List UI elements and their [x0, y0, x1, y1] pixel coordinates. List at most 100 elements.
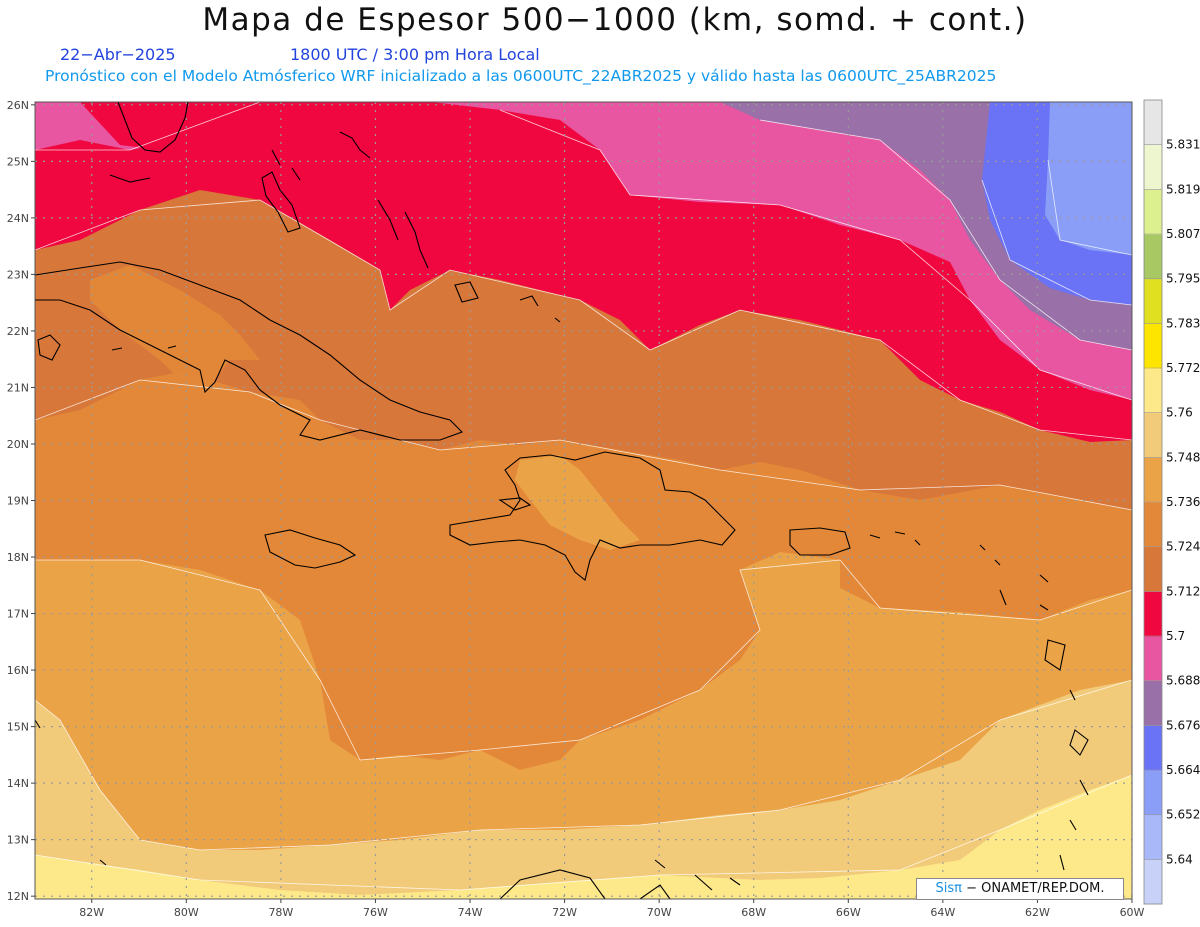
fill-orange-cuba	[90, 265, 260, 400]
graticule	[35, 102, 1132, 899]
colorbar-level-label: 5.712	[1166, 584, 1200, 598]
lon-label: 78W	[268, 906, 293, 919]
bahamas-abaco	[271, 149, 301, 181]
colorbar-swatch	[1144, 814, 1162, 860]
hispaniola-coast	[449, 451, 736, 581]
colorbar-swatch	[1144, 189, 1162, 235]
credit-box: Sisπ − ONAMET/REP.DOM.	[916, 878, 1124, 900]
colorbar-swatch	[1144, 680, 1162, 726]
lon-label: 68W	[741, 906, 766, 919]
colorbar-level-label: 5.807	[1166, 227, 1200, 241]
lon-label: 76W	[363, 906, 388, 919]
lon-label: 66W	[836, 906, 861, 919]
forecast-description: Pronóstico con el Modelo Atmósferico WRF…	[45, 67, 997, 85]
colorbar-swatch	[1144, 502, 1162, 548]
fill-red-top	[80, 102, 520, 150]
lon-label: 72W	[552, 906, 577, 919]
colorbar-level-label: 5.736	[1166, 495, 1200, 509]
virgin-islands	[869, 531, 921, 546]
colorbar-swatch	[1144, 368, 1162, 414]
colorbar-level-label: 5.783	[1166, 316, 1200, 330]
fill-light-orange-hispaniola	[515, 455, 640, 550]
lat-label: 13N	[7, 834, 29, 847]
credit-brand: Sisπ	[935, 881, 962, 896]
colorbar-level-label: 5.652	[1166, 808, 1200, 822]
colorbar-swatch	[1144, 234, 1162, 280]
colorbar-swatch	[1144, 859, 1162, 905]
lon-label: 80W	[174, 906, 199, 919]
colorbar-swatch	[1144, 412, 1162, 458]
colorbar-swatch	[1144, 725, 1162, 771]
lon-label: 64W	[930, 906, 955, 919]
colorbar-swatch	[1144, 323, 1162, 369]
lon-label: 70W	[647, 906, 672, 919]
lat-label: 12N	[7, 890, 29, 903]
colorbar-level-label: 5.748	[1166, 450, 1200, 464]
central-america-coast	[35, 719, 107, 866]
colorbar-level-label: 5.676	[1166, 718, 1200, 732]
lat-label: 26N	[7, 99, 29, 112]
bahamas-andros	[261, 171, 301, 233]
lon-label: 62W	[1025, 906, 1050, 919]
lat-label: 16N	[7, 664, 29, 677]
colorbar-level-label: 5.724	[1166, 540, 1200, 554]
lesser-antilles-3	[1069, 689, 1089, 756]
lon-label: 60W	[1120, 906, 1145, 919]
florida-coast	[117, 102, 189, 153]
lat-label: 18N	[7, 551, 29, 564]
lat-label: 19N	[7, 495, 29, 508]
forecast-time: 1800 UTC / 3:00 pm Hora Local	[290, 45, 540, 64]
isla-juventud	[37, 334, 61, 361]
turks-caicos	[519, 295, 561, 323]
colorbar-swatch	[1144, 278, 1162, 324]
bahamas-long	[404, 211, 429, 269]
coastlines	[35, 102, 1089, 899]
colorbar-level-label: 5.819	[1166, 182, 1200, 196]
colorbar-level-label: 5.64	[1166, 852, 1193, 866]
colorbar-level-label: 5.795	[1166, 272, 1200, 286]
venezuela-coast	[499, 869, 606, 899]
lat-label: 17N	[7, 608, 29, 621]
colorbar: 5.64 5.652 5.664 5.676 5.688 5.7 5.712 5.724 5.7…	[1143, 99, 1200, 905]
lat-label: 24N	[7, 212, 29, 225]
aruba-curacao	[654, 859, 741, 891]
forecast-date: 22−Abr−2025	[60, 45, 176, 64]
cayman	[111, 345, 177, 351]
colorbar-swatch	[1144, 100, 1162, 146]
colorbar-swatch	[1144, 636, 1162, 682]
page-title: Mapa de Espesor 500−1000 (km, somd. + co…	[202, 2, 1028, 38]
bahamas-inagua	[454, 281, 479, 303]
colorbar-swatch	[1144, 144, 1162, 190]
credit-org: − ONAMET/REP.DOM.	[966, 881, 1105, 896]
lesser-antilles-1	[979, 544, 1049, 606]
lesser-antilles-2	[1039, 604, 1066, 671]
latitude-axis: 26N 25N 24N 23N 22N 21N 20N 19N 18N 17N 16N 15N 14N 1…	[7, 99, 35, 903]
colorbar-swatch	[1144, 770, 1162, 816]
colorbar-level-label: 5.7	[1166, 629, 1185, 643]
lat-label: 14N	[7, 777, 29, 790]
fill-light-blue	[1045, 102, 1132, 255]
lat-label: 20N	[7, 438, 29, 451]
colorbar-level-label: 5.664	[1166, 763, 1200, 777]
gonave	[498, 497, 532, 511]
contour-lines	[35, 102, 1132, 891]
bahamas-cat	[377, 199, 399, 241]
puerto-rico-coast	[789, 527, 851, 556]
lat-label: 22N	[7, 325, 29, 338]
lat-label: 21N	[7, 381, 29, 394]
fill-magenta	[35, 102, 1132, 400]
colorbar-swatch	[1144, 457, 1162, 503]
colorbar-swatch	[1144, 591, 1162, 637]
bahamas-eleuthera	[339, 131, 371, 159]
cuba-coast	[35, 261, 463, 441]
colorbar-level-label: 5.76	[1166, 406, 1193, 420]
colorbar-level-label: 5.688	[1166, 674, 1200, 688]
jamaica-coast	[264, 529, 357, 569]
lon-label: 82W	[79, 906, 104, 919]
contour-fills	[35, 102, 1132, 899]
lesser-antilles-4	[1059, 779, 1089, 871]
longitude-axis: 82W 80W 78W 76W 74W 72W 70W 68W 66W 64W 62W 60W	[79, 899, 1145, 919]
lat-label: 23N	[7, 268, 29, 281]
colorbar-level-label: 5.831	[1166, 138, 1200, 152]
